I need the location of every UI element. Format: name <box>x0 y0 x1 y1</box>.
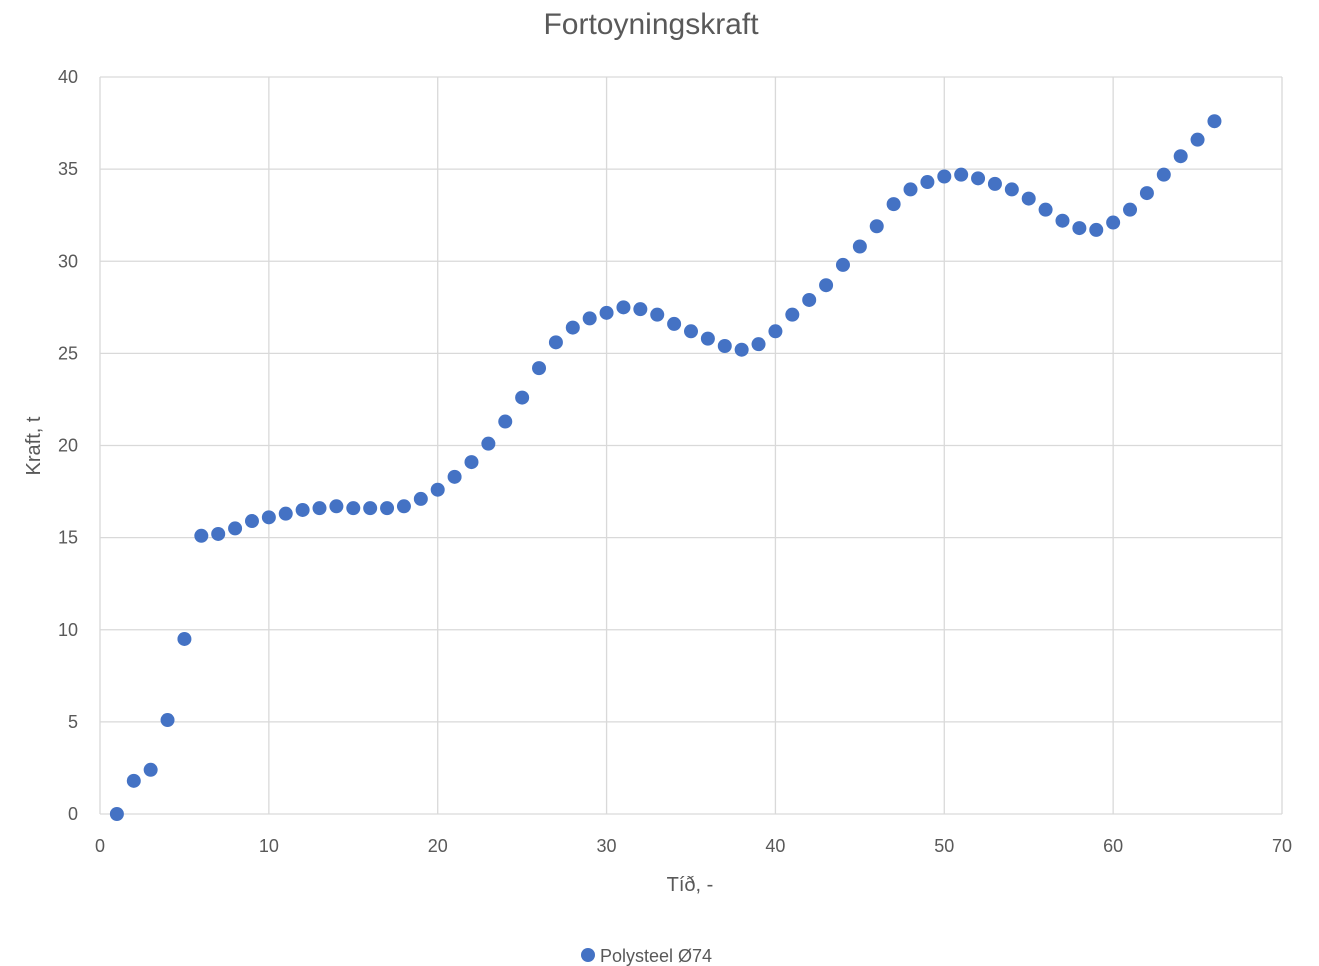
data-point <box>498 414 513 429</box>
y-axis-label: Kraft, t <box>23 416 45 475</box>
chart-title: Fortoyningskraft <box>543 8 759 41</box>
data-point <box>1089 222 1104 237</box>
data-point <box>650 307 665 322</box>
legend-marker <box>581 948 595 962</box>
y-axis-ticks: 0 5 10 15 20 25 30 35 40 <box>58 67 78 824</box>
data-point <box>430 482 445 497</box>
data-point <box>1123 202 1138 217</box>
x-tick-label: 60 <box>1103 836 1123 856</box>
data-point <box>582 311 597 326</box>
x-axis-ticks: 0 10 20 30 40 50 60 70 <box>95 836 1292 856</box>
y-tick-label: 40 <box>58 67 78 87</box>
y-tick-label: 10 <box>58 620 78 640</box>
data-point <box>278 506 293 521</box>
data-point <box>667 316 682 331</box>
data-point <box>447 469 462 484</box>
data-point <box>515 390 530 405</box>
data-point <box>920 175 935 190</box>
data-point <box>869 219 884 234</box>
data-point <box>261 510 276 525</box>
data-point <box>194 528 209 543</box>
y-tick-label: 0 <box>68 804 78 824</box>
data-point <box>937 169 952 184</box>
data-point <box>177 631 192 646</box>
data-point <box>481 436 496 451</box>
data-point <box>1004 182 1019 197</box>
data-point <box>464 455 479 470</box>
data-point <box>971 171 986 186</box>
data-point <box>633 302 648 317</box>
data-point <box>835 257 850 272</box>
data-point <box>126 773 141 788</box>
data-point <box>160 713 175 728</box>
data-point <box>734 342 749 357</box>
data-point <box>819 278 834 293</box>
data-point <box>802 292 817 307</box>
data-point <box>852 239 867 254</box>
data-point <box>295 502 310 517</box>
data-point <box>886 197 901 212</box>
data-point <box>1207 114 1222 129</box>
data-point <box>413 491 428 506</box>
data-point <box>954 167 969 182</box>
y-tick-label: 20 <box>58 436 78 456</box>
data-point <box>1139 186 1154 201</box>
data-point <box>717 339 732 354</box>
x-axis-label: Tíð, - <box>667 874 714 896</box>
x-tick-label: 0 <box>95 836 105 856</box>
x-tick-label: 40 <box>765 836 785 856</box>
data-point <box>1106 215 1121 230</box>
y-tick-label: 25 <box>58 343 78 363</box>
data-point <box>228 521 243 536</box>
data-point <box>768 324 783 339</box>
y-tick-label: 5 <box>68 712 78 732</box>
data-point <box>1156 167 1171 182</box>
grid-layer <box>99 76 1283 815</box>
data-point <box>548 335 563 350</box>
y-tick-label: 15 <box>58 528 78 548</box>
data-point <box>346 501 361 516</box>
data-point <box>1038 202 1053 217</box>
data-point <box>312 501 327 516</box>
data-point <box>244 514 259 529</box>
data-point <box>380 501 395 516</box>
x-tick-label: 20 <box>428 836 448 856</box>
x-tick-label: 10 <box>259 836 279 856</box>
data-point <box>1055 213 1070 228</box>
legend: Polysteel Ø74 <box>581 946 712 966</box>
data-point <box>396 499 411 514</box>
data-point <box>700 331 715 346</box>
data-point <box>211 526 226 541</box>
data-point <box>785 307 800 322</box>
x-tick-label: 50 <box>934 836 954 856</box>
data-point <box>684 324 698 339</box>
legend-label: Polysteel Ø74 <box>600 946 712 966</box>
data-point <box>565 320 580 335</box>
x-tick-label: 70 <box>1272 836 1292 856</box>
data-point <box>143 762 158 777</box>
data-point <box>1021 191 1036 206</box>
data-point <box>599 305 614 320</box>
x-tick-label: 30 <box>597 836 617 856</box>
data-point <box>363 501 378 516</box>
data-point <box>903 182 918 197</box>
data-point <box>1072 221 1087 236</box>
data-point <box>532 361 547 376</box>
data-point <box>109 807 124 821</box>
data-point <box>751 337 766 352</box>
data-points <box>109 114 1222 821</box>
y-tick-label: 35 <box>58 159 78 179</box>
data-point <box>329 499 344 514</box>
y-tick-label: 30 <box>58 251 78 271</box>
data-point <box>616 300 631 315</box>
data-point <box>1190 132 1205 147</box>
data-point <box>987 176 1002 191</box>
data-point <box>1173 149 1188 164</box>
